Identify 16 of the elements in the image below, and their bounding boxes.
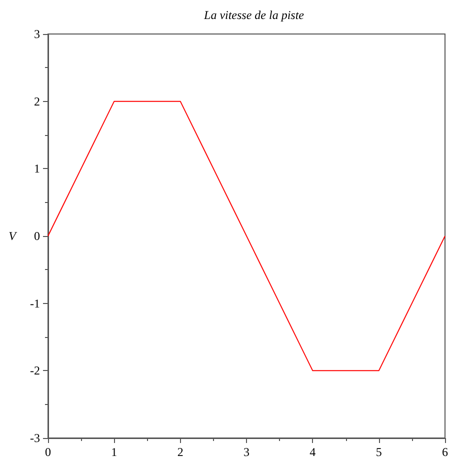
x-tick-label: 3 — [244, 445, 250, 459]
x-tick-label: 6 — [442, 445, 448, 459]
x-tick-label: 1 — [111, 445, 118, 459]
chart-title: La vitesse de la piste — [203, 8, 305, 22]
y-tick-label: 3 — [34, 27, 40, 41]
y-tick-label: 1 — [34, 162, 40, 176]
x-tick-label: 0 — [45, 445, 51, 459]
y-tick-label: -3 — [30, 431, 40, 445]
y-tick-label: 0 — [34, 229, 40, 243]
y-tick-label: -1 — [30, 296, 40, 310]
y-tick-label: 2 — [34, 94, 40, 108]
y-tick-label: -2 — [30, 364, 40, 378]
x-tick-label: 4 — [310, 445, 316, 459]
y-axis-title: V — [8, 229, 18, 243]
x-tick-label: 2 — [177, 445, 184, 459]
x-tick-label: 5 — [376, 445, 382, 459]
